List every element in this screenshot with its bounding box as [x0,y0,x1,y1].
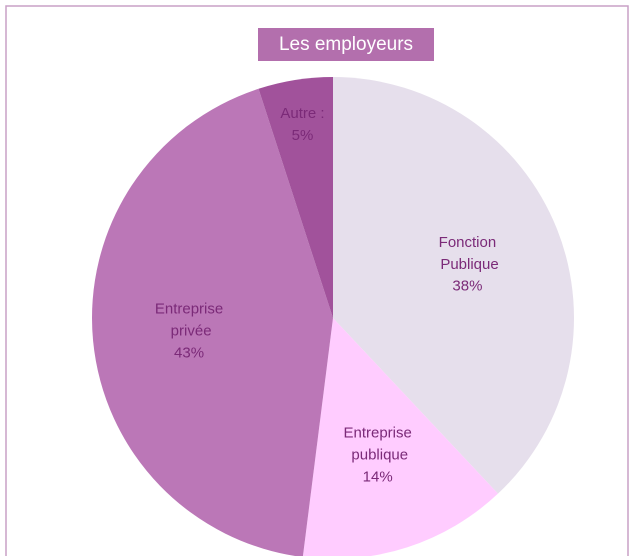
slice-label: Fonction Publique [436,234,499,273]
slice-value-label: 14% [363,468,393,485]
slice-value-label: 5% [292,127,314,144]
slice-value-label: 43% [174,345,204,362]
chart-title: Les employeurs [279,34,413,55]
pie-slice [258,77,333,318]
pie [92,77,575,556]
slice-label: Autre : [280,105,324,122]
pie-slice [333,77,575,494]
slice-value-label: 38% [452,278,482,295]
title-box [258,28,434,61]
pie-slice [302,318,498,556]
slice-label: Entreprise privée [155,301,223,340]
pie-slice [92,88,333,556]
slice-label: Entreprise publique [343,424,411,463]
